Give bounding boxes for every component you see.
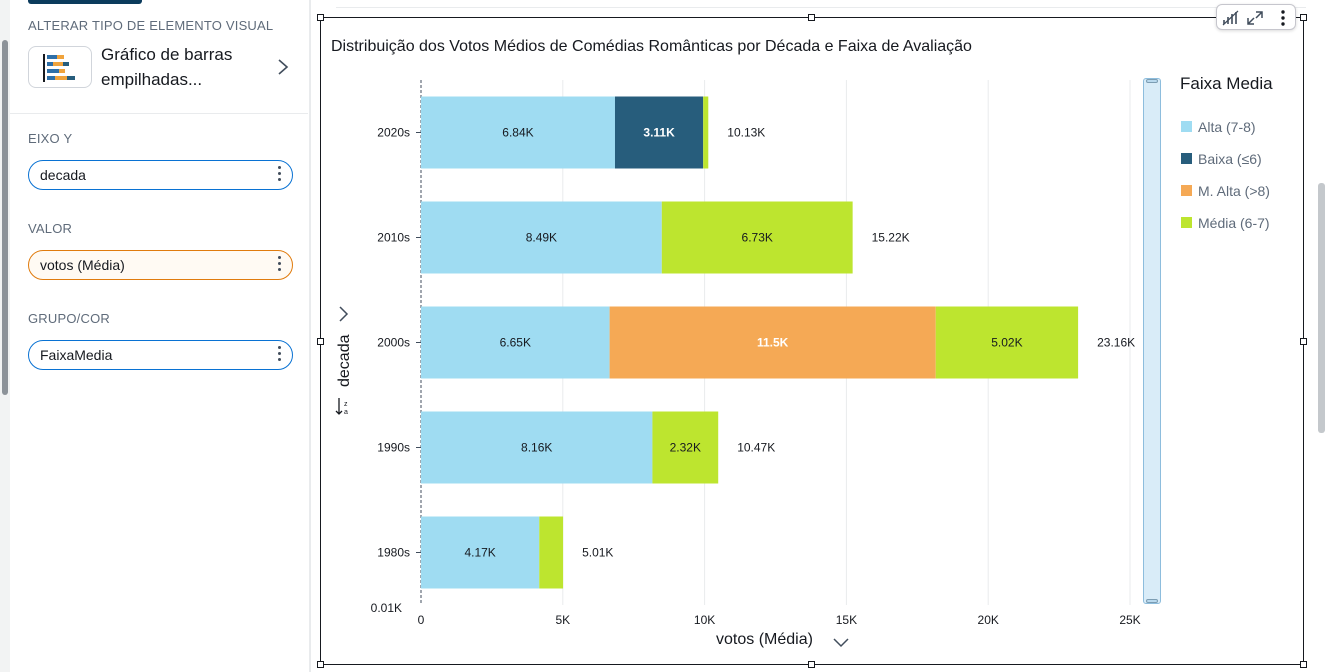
value-section-label: VALOR (28, 221, 73, 236)
field-wells-panel: ALTERAR TIPO DE ELEMENTO VISUAL Gráfico … (0, 0, 310, 672)
group-section-label: GRUPO/COR (28, 311, 110, 326)
stacked-bar-chart: 0 5K 10K 15K 20K 25K 2020s 6.84K 3.11K 10.13K 2010… (371, 80, 1141, 627)
resize-handle-bottom[interactable] (808, 661, 815, 668)
y-axis-field-label: decada (40, 167, 86, 183)
visual-toolbar (1216, 4, 1296, 30)
group-field-pill[interactable]: FaixaMedia (28, 340, 293, 370)
legend-title: Faixa Media (1180, 74, 1273, 93)
divider (10, 113, 308, 114)
bar-value-label: 6.84K (502, 126, 533, 140)
bar-segment (935, 306, 1079, 379)
bar-value-label: 11.5K (757, 336, 789, 350)
bar-value-label: 8.49K (526, 231, 557, 245)
y-tick-label: 2000s (377, 336, 410, 350)
bar-value-label: 2.32K (670, 441, 701, 455)
sort-icon: z a (335, 398, 348, 416)
value-field-label: votos (Média) (40, 257, 125, 273)
y-tick-label: 1980s (377, 546, 410, 560)
bar-segment (614, 96, 704, 169)
bar-segment (609, 306, 936, 379)
bar-value-label: 6.65K (500, 336, 531, 350)
chart-insights-icon[interactable] (1221, 9, 1241, 27)
legend-label: Média (6-7) (1198, 215, 1270, 231)
chart-title: Distribuição dos Votos Médios de Comédia… (331, 38, 972, 55)
resize-handle-right[interactable] (1300, 338, 1307, 345)
bar-segment (421, 96, 615, 169)
y-axis-title-group[interactable]: decada z a (327, 320, 363, 420)
legend-scrollbar[interactable] (1143, 78, 1161, 604)
bar-segment (661, 201, 853, 274)
group-field-label: FaixaMedia (40, 347, 113, 363)
bar-total-label: 10.13K (727, 126, 765, 140)
y-tick-label: 1990s (377, 441, 410, 455)
chevron-right-icon[interactable] (276, 58, 290, 76)
bar-segment (421, 201, 662, 274)
canvas-top-strip (336, 0, 1306, 8)
svg-text:z: z (344, 401, 348, 408)
bar-segment (421, 306, 610, 379)
bar-value-label: 8.16K (521, 441, 552, 455)
panel-scrollbar[interactable] (0, 0, 10, 672)
visual-type-section-label: ALTERAR TIPO DE ELEMENTO VISUAL (28, 18, 274, 33)
x-tick-label: 25K (1119, 613, 1140, 627)
bar-total-label: 10.47K (737, 441, 775, 455)
x-tick-label: 0 (418, 613, 425, 627)
bar-segment (539, 516, 564, 589)
x-tick-label: 15K (836, 613, 857, 627)
resize-handle-bl[interactable] (317, 661, 324, 668)
legend-label: Baixa (≤6) (1198, 151, 1262, 167)
y-tick-label: 2010s (377, 231, 410, 245)
svg-text:a: a (344, 409, 348, 416)
y-axis-field-pill[interactable]: decada (28, 160, 293, 190)
x-axis-title[interactable]: votos (Média) (716, 631, 813, 648)
stacked-bar-chart-icon (43, 54, 75, 82)
bar-value-label: 4.17K (464, 546, 495, 560)
more-options-icon[interactable] (278, 256, 282, 274)
legend-label: Alta (7-8) (1198, 119, 1256, 135)
visual-type-button[interactable] (28, 46, 92, 88)
bar-total-label: 15.22K (872, 231, 910, 245)
y-axis-title: decada (336, 334, 353, 387)
bar-segment (421, 411, 653, 484)
expand-icon[interactable] (1245, 9, 1265, 27)
panel-top-tab (28, 0, 142, 4)
bar-total-label: 5.01K (582, 546, 613, 560)
page-scrollbar[interactable] (1318, 183, 1325, 433)
legend-swatch (1181, 121, 1192, 132)
legend-label: M. Alta (>8) (1198, 183, 1270, 199)
resize-handle-br[interactable] (1300, 661, 1307, 668)
resize-handle-left[interactable] (317, 338, 324, 345)
resize-handle-tl[interactable] (317, 14, 324, 21)
bar-value-label: 5.02K (991, 336, 1022, 350)
y-tick-label: 2020s (377, 126, 410, 140)
legend-swatch (1181, 217, 1192, 228)
bar-segment (421, 516, 540, 589)
chevron-right-icon[interactable] (337, 305, 349, 323)
x-tick-label: 10K (694, 613, 715, 627)
more-options-icon[interactable] (278, 166, 282, 184)
legend-swatch (1181, 153, 1192, 164)
value-field-pill[interactable]: votos (Média) (28, 250, 293, 280)
more-options-icon[interactable] (278, 346, 282, 364)
bar-total-label: 23.16K (1097, 336, 1135, 350)
x-tick-label: 20K (978, 613, 999, 627)
more-options-icon[interactable] (1273, 9, 1293, 27)
bar-segment (703, 96, 709, 169)
y-axis-min-label: 0.01K (371, 601, 402, 615)
legend-swatch (1181, 185, 1192, 196)
resize-handle-top[interactable] (808, 14, 815, 21)
bar-value-label: 6.73K (742, 231, 773, 245)
resize-handle-tr[interactable] (1300, 14, 1307, 21)
panel-divider (310, 0, 311, 672)
bar-segment (652, 411, 719, 484)
chevron-down-icon[interactable] (832, 636, 850, 648)
visual-type-label[interactable]: Gráfico de barras empilhadas... (101, 45, 233, 89)
y-axis-section-label: EIXO Y (28, 131, 73, 146)
bar-value-label: 3.11K (643, 126, 675, 140)
x-tick-label: 5K (555, 613, 570, 627)
